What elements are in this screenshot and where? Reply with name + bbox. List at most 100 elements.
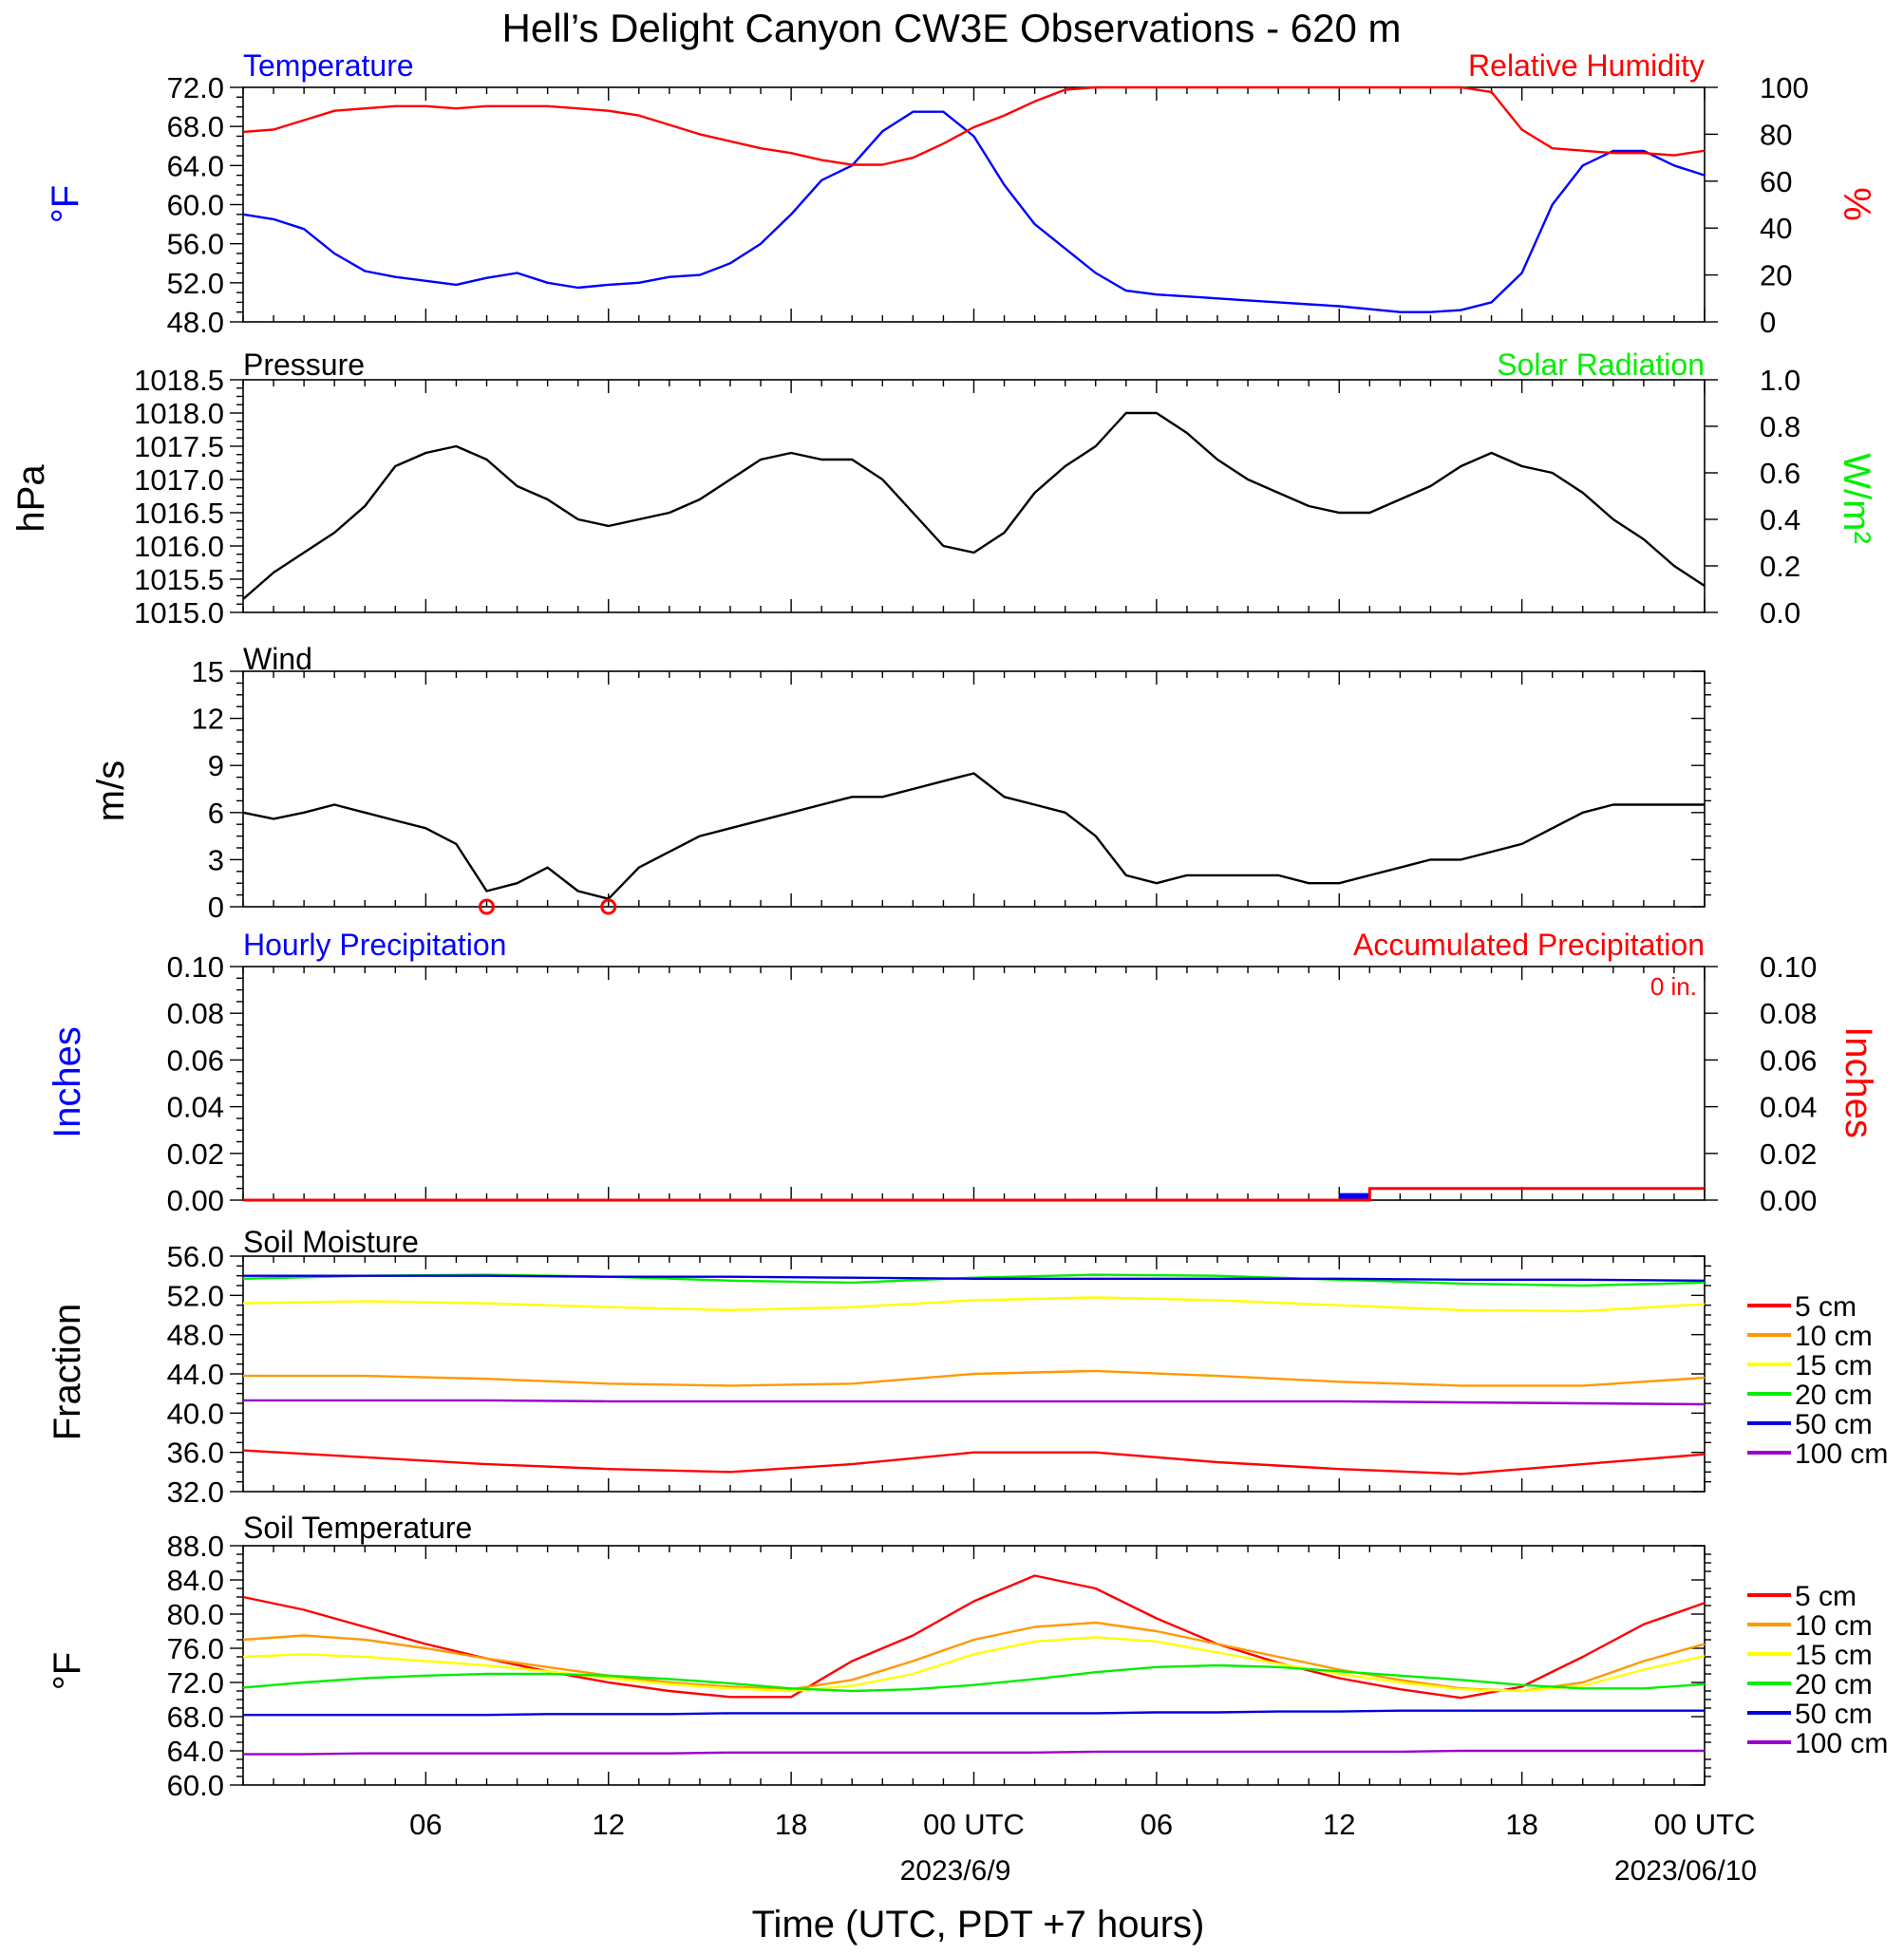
pressure-title: Pressure [243, 348, 365, 382]
y-tick-label-left: 32.0 [167, 1475, 224, 1509]
precipitation-panel: Hourly Precipitation Accumulated Precipi… [47, 928, 1879, 1217]
y-tick-label-left: 1015.5 [134, 563, 224, 596]
y-tick-label-left: 12 [192, 703, 224, 736]
y-tick-label-left: 76.0 [167, 1632, 224, 1665]
y-tick-label-left: 1016.0 [134, 530, 224, 563]
wind-axis-label: m/s [90, 761, 132, 821]
series-left-line [242, 110, 1706, 313]
y-tick-label-left: 88.0 [167, 1530, 224, 1563]
y-tick-label-left: 1018.0 [134, 397, 224, 430]
accumulated-precip-total: 0 in. [1650, 972, 1697, 1001]
y-tick-label-left: 52.0 [167, 1279, 224, 1312]
series-left-line [242, 772, 1705, 900]
y-tick-label-right: 0.08 [1760, 997, 1817, 1030]
y-tick-label-right: 20 [1760, 259, 1792, 292]
y-tick-label-left: 64.0 [167, 1735, 224, 1768]
plot-frame [242, 1545, 1706, 1786]
legend-label: 5 cm [1795, 1581, 1857, 1612]
y-tick-label-left: 0.08 [167, 997, 224, 1030]
legend-label: 50 cm [1795, 1699, 1873, 1730]
legend-label: 15 cm [1795, 1640, 1873, 1671]
y-tick-label-left: 64.0 [167, 149, 224, 182]
soil-moisture-title: Soil Moisture [243, 1225, 419, 1259]
time-axis: 2023/6/9 2023/06/10 Time (UTC, PDT +7 ho… [409, 1808, 1757, 1945]
y-tick-label-left: 68.0 [167, 1700, 224, 1734]
legend-label: 15 cm [1795, 1350, 1873, 1381]
series-10-cm-line [242, 1621, 1706, 1693]
series-50-cm-line [243, 1709, 1705, 1717]
y-tick-label-left: 56.0 [167, 228, 224, 261]
y-tick-label-right: 0.2 [1760, 550, 1800, 583]
accumulated-precip-title: Accumulated Precipitation [1353, 928, 1705, 962]
y-tick-label-left: 56.0 [167, 1240, 224, 1273]
y-tick-label-left: 3 [208, 843, 224, 876]
y-tick-label-left: 72.0 [167, 1666, 224, 1700]
y-tick-label-left: 48.0 [167, 306, 224, 339]
x-tick-label: 18 [775, 1808, 807, 1841]
y-tick-label-left: 0.10 [167, 950, 224, 984]
y-tick-label-left: 68.0 [167, 110, 224, 143]
y-tick-label-left: 0.00 [167, 1184, 224, 1217]
y-tick-label-right: 40 [1760, 212, 1792, 245]
accumulated-precip-axis-label: Inches [1838, 1026, 1879, 1138]
solar-axis-label: W/m² [1836, 453, 1877, 544]
soil-moisture-panel: Soil Moisture Fraction 32.0 36.0 40.0 44.0 4… [47, 1225, 1888, 1509]
plot-frame [242, 670, 1706, 908]
x-axis-title: Time (UTC, PDT +7 hours) [752, 1904, 1205, 1945]
soil-temperature-axis-label: °F [47, 1652, 88, 1690]
y-tick-label-right: 0.0 [1760, 596, 1800, 629]
wind-title: Wind [243, 642, 312, 676]
y-tick-label-left: 1018.5 [134, 364, 224, 397]
series-left-line [242, 411, 1706, 600]
temperature-title: Temperature [243, 48, 414, 83]
pressure-panel: Pressure Solar Radiation hPa W/m² 1015.0… [10, 348, 1877, 629]
y-tick-label-right: 1.0 [1760, 364, 1800, 397]
series-100-cm-line [243, 1399, 1706, 1406]
y-tick-label-left: 0.04 [167, 1091, 224, 1124]
series-15-cm-line [242, 1636, 1706, 1693]
y-tick-label-left: 0.02 [167, 1137, 224, 1171]
legend-label: 20 cm [1795, 1669, 1873, 1700]
y-tick-label-left: 36.0 [167, 1437, 224, 1470]
y-tick-label-left: 1016.5 [134, 497, 224, 530]
relative-humidity-title: Relative Humidity [1468, 48, 1705, 83]
x-date-label-2: 2023/06/10 [1614, 1855, 1757, 1887]
accumulated-precip-line [243, 1187, 1705, 1202]
humidity-axis-label: % [1836, 187, 1877, 221]
x-tick-label: 00 UTC [1654, 1808, 1756, 1841]
y-tick-label-left: 1017.0 [134, 463, 224, 497]
figure-title: Hell’s Delight Canyon CW3E Observations … [502, 6, 1402, 50]
temperature-humidity-panel: Temperature Relative Humidity °F % 48.0 5… [45, 48, 1877, 339]
legend-label: 10 cm [1795, 1610, 1873, 1642]
series-15-cm-line [242, 1296, 1706, 1313]
series-5-cm-line [242, 1449, 1706, 1475]
y-tick-label-left: 48.0 [167, 1319, 224, 1352]
y-tick-label-right: 0.8 [1760, 410, 1800, 443]
pressure-axis-label: hPa [10, 464, 52, 533]
plot-frame [242, 86, 1706, 323]
hourly-precip-bar [1339, 1193, 1370, 1200]
series-20-cm-line [242, 1663, 1706, 1693]
x-date-label-1: 2023/6/9 [900, 1855, 1011, 1887]
y-tick-label-left: 40.0 [167, 1397, 224, 1430]
y-tick-label-left: 60.0 [167, 1769, 224, 1802]
y-tick-label-right: 0 [1760, 306, 1776, 339]
x-tick-label: 00 UTC [923, 1808, 1025, 1841]
y-tick-label-left: 6 [208, 797, 224, 830]
y-tick-label-left: 9 [208, 749, 224, 782]
y-tick-label-left: 0 [208, 891, 224, 924]
y-tick-label-right: 0.04 [1760, 1091, 1817, 1124]
y-tick-label-left: 84.0 [167, 1564, 224, 1597]
series-5-cm-line [242, 1574, 1706, 1700]
wind-panel: Wind m/s 0 3 6 9 12 15 [90, 642, 1711, 924]
y-tick-label-right: 100 [1760, 71, 1809, 104]
solar-radiation-title: Solar Radiation [1497, 348, 1705, 382]
hourly-precip-axis-label: Inches [47, 1026, 88, 1138]
series-10-cm-line [243, 1369, 1706, 1387]
y-tick-label-left: 15 [192, 655, 224, 688]
y-tick-label-left: 52.0 [167, 267, 224, 300]
y-tick-label-left: 1015.0 [134, 596, 224, 629]
legend-label: 20 cm [1795, 1380, 1873, 1411]
legend-label: 50 cm [1795, 1409, 1873, 1440]
